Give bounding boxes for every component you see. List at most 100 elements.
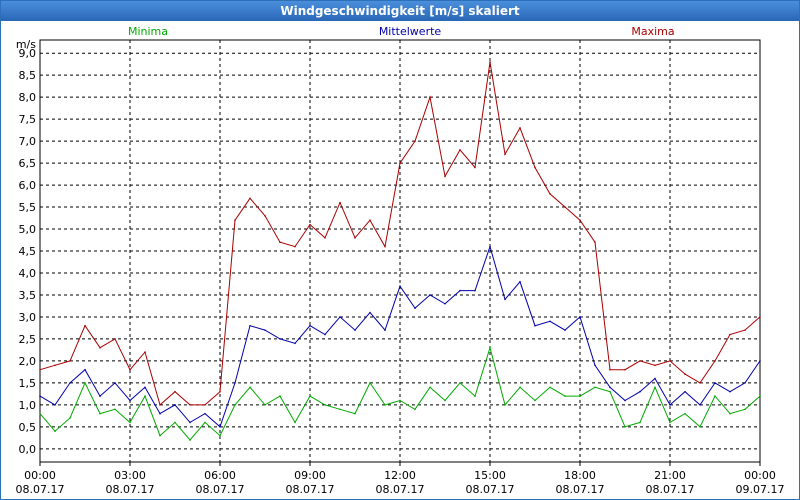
data-point-minima [114, 408, 116, 411]
data-point-minima [489, 346, 491, 349]
data-point-mittelwerte [294, 342, 296, 345]
x-tick-time: 18:00 [564, 469, 596, 482]
data-point-mittelwerte [744, 382, 746, 384]
data-point-minima [69, 417, 71, 419]
x-tick-time: 09:00 [294, 469, 326, 482]
data-point-maxima [384, 245, 386, 248]
data-point-mittelwerte [84, 368, 86, 371]
y-tick-label: 4,0 [19, 267, 37, 280]
y-tick-label: 2,0 [19, 355, 37, 368]
x-tick-date: 08.07.17 [106, 483, 155, 496]
data-point-minima [129, 421, 131, 424]
data-point-mittelwerte [369, 311, 371, 314]
data-point-maxima [219, 390, 221, 393]
data-point-maxima [369, 219, 371, 222]
data-point-maxima [189, 404, 191, 406]
data-point-maxima [249, 197, 251, 200]
data-point-maxima [714, 360, 716, 362]
data-point-maxima [144, 351, 146, 353]
data-point-mittelwerte [324, 333, 326, 336]
data-point-maxima [324, 237, 326, 239]
data-point-mittelwerte [549, 320, 551, 323]
data-point-mittelwerte [609, 386, 611, 389]
data-point-minima [339, 408, 341, 411]
data-point-mittelwerte [669, 404, 671, 406]
data-point-mittelwerte [684, 390, 686, 393]
data-point-maxima [669, 360, 671, 362]
data-point-mittelwerte [564, 329, 566, 331]
data-point-maxima [444, 175, 446, 178]
y-tick-label: 5,5 [19, 201, 37, 214]
data-point-maxima [744, 329, 746, 331]
data-point-minima [174, 421, 176, 424]
y-axis-label: m/s [16, 38, 36, 51]
data-point-minima [624, 426, 626, 428]
data-point-mittelwerte [654, 377, 656, 380]
data-point-maxima [129, 368, 131, 371]
x-tick-date: 08.07.17 [466, 483, 515, 496]
data-point-minima [414, 408, 416, 411]
data-point-mittelwerte [414, 307, 416, 309]
data-point-mittelwerte [639, 390, 641, 393]
data-point-mittelwerte [219, 426, 221, 428]
data-point-maxima [99, 346, 101, 349]
data-point-minima [474, 395, 476, 397]
data-point-minima [234, 404, 236, 406]
data-point-mittelwerte [429, 294, 431, 296]
data-point-mittelwerte [159, 412, 161, 415]
data-point-mittelwerte [729, 390, 731, 393]
x-tick-time: 00:00 [24, 469, 56, 482]
y-tick-label: 1,0 [19, 399, 37, 412]
data-point-mittelwerte [594, 364, 596, 367]
data-point-minima [249, 386, 251, 389]
x-tick-date: 08.07.17 [376, 483, 425, 496]
data-point-maxima [579, 219, 581, 222]
data-point-maxima [429, 96, 431, 98]
y-tick-label: 3,0 [19, 311, 37, 324]
data-point-minima [429, 386, 431, 389]
y-tick-label: 7,5 [19, 113, 37, 126]
data-point-maxima [564, 206, 566, 208]
data-point-maxima [549, 193, 551, 195]
y-tick-label: 1,5 [19, 377, 37, 390]
data-point-maxima [264, 215, 266, 217]
plot-frame [39, 39, 761, 463]
data-point-maxima [309, 223, 311, 226]
data-point-mittelwerte [249, 324, 251, 327]
data-point-maxima [759, 316, 761, 318]
data-point-mittelwerte [204, 412, 206, 415]
data-point-minima [729, 412, 731, 415]
data-point-mittelwerte [54, 404, 56, 406]
data-point-minima [744, 408, 746, 411]
data-point-mittelwerte [519, 280, 521, 283]
data-point-minima [39, 412, 41, 415]
data-point-minima [294, 421, 296, 424]
data-point-maxima [474, 166, 476, 169]
data-point-mittelwerte [99, 395, 101, 397]
x-tick-time: 03:00 [114, 469, 146, 482]
data-point-mittelwerte [444, 302, 446, 305]
data-point-minima [354, 412, 356, 415]
data-point-maxima [729, 333, 731, 336]
data-point-minima [564, 395, 566, 397]
data-point-minima [504, 404, 506, 406]
data-point-maxima [204, 404, 206, 406]
data-point-minima [309, 395, 311, 397]
data-point-maxima [39, 368, 41, 371]
data-point-minima [384, 404, 386, 406]
data-point-minima [759, 395, 761, 397]
data-point-maxima [69, 360, 71, 362]
x-tick-date: 08.07.17 [196, 483, 245, 496]
data-point-maxima [414, 140, 416, 142]
data-point-minima [369, 382, 371, 384]
data-point-mittelwerte [624, 399, 626, 402]
data-point-mittelwerte [309, 324, 311, 327]
y-tick-label: 9,0 [19, 47, 37, 60]
data-point-mittelwerte [129, 399, 131, 402]
data-point-mittelwerte [69, 382, 71, 384]
data-point-maxima [654, 364, 656, 367]
y-tick-label: 8,0 [19, 91, 37, 104]
data-point-minima [654, 386, 656, 389]
y-tick-label: 6,0 [19, 179, 37, 192]
